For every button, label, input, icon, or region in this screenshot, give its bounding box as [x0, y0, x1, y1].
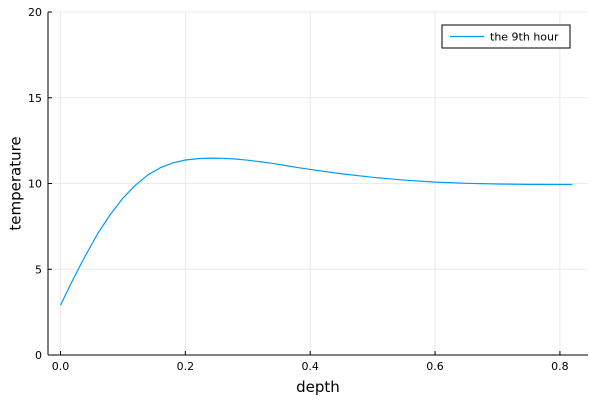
- tick-labels: 0.0 0.2 0.4 0.6 0.8 0 5 10 15 20: [28, 6, 569, 373]
- x-tick-label: 0.2: [177, 360, 195, 373]
- x-tick-label: 0.4: [301, 360, 319, 373]
- x-tick-label: 0.0: [52, 360, 70, 373]
- y-tick-label: 15: [28, 92, 42, 105]
- legend-box: [441, 24, 571, 49]
- grid: [48, 11, 588, 356]
- y-tick-label: 10: [28, 178, 42, 191]
- y-axis-label: temperature: [7, 136, 25, 230]
- y-tick-label: 5: [35, 263, 42, 276]
- y-tick-label: 20: [28, 6, 42, 19]
- legend: the 9th hour: [441, 24, 571, 49]
- x-tick-label: 0.6: [426, 360, 444, 373]
- x-tick-label: 0.8: [551, 360, 569, 373]
- y-tick-label: 0: [35, 349, 42, 362]
- axes: [47, 11, 588, 356]
- x-axis-label: depth: [296, 378, 340, 396]
- plot-series: [59, 157, 573, 306]
- series-line-the-9th-hour: [59, 157, 573, 306]
- legend-label-the-9th-hour: the 9th hour: [490, 31, 559, 44]
